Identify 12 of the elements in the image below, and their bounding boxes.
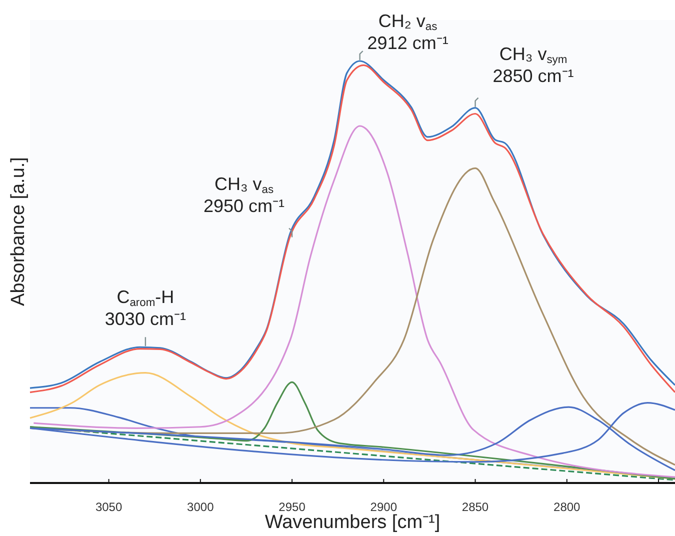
annotation: CH₃ v$_{sym}$ 2850 cm⁻¹ xyxy=(492,44,574,86)
x-tick-label: 2850 xyxy=(462,500,489,514)
x-tick-label: 2950 xyxy=(278,500,306,514)
x-tick-label: 2900 xyxy=(370,500,398,514)
x-tick-label: 2800 xyxy=(554,500,581,514)
annotation: CH₃ v$_{as}$ 2950 cm⁻¹ xyxy=(204,174,285,216)
x-tick-label: 3050 xyxy=(95,500,122,514)
x-axis-title: Wavenumbers [cm⁻¹] xyxy=(264,512,440,533)
y-axis-title: Absorbance [a.u.] xyxy=(8,157,29,306)
annotation: C$_{arom}$-H 3030 cm⁻¹ xyxy=(104,287,186,330)
annotation: CH₂ v$_{as}$ 2912 cm⁻¹ xyxy=(367,11,448,53)
x-tick-label: 3000 xyxy=(187,500,214,514)
